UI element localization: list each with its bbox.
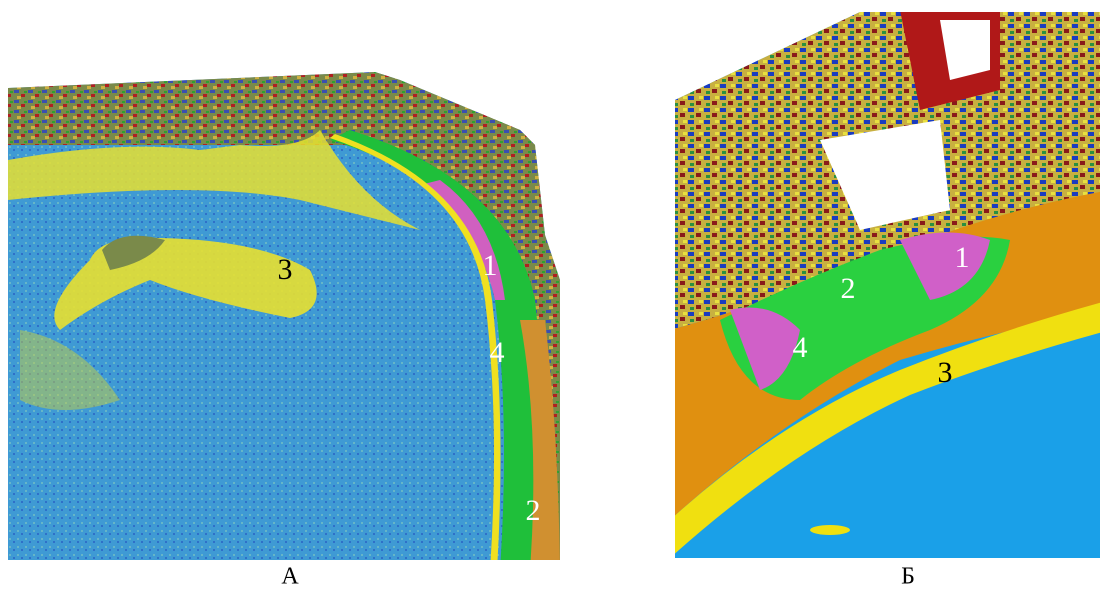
figure: 3 1 4 2 1 2 4 3 А Б — [0, 0, 1108, 590]
panel-b-image — [670, 10, 1108, 570]
panel-a-image — [0, 60, 570, 570]
annotation: 2 — [526, 494, 541, 527]
annotation: 1 — [483, 249, 498, 282]
annotation: 3 — [278, 253, 293, 286]
annotation: 2 — [841, 272, 856, 305]
annotation: 3 — [938, 356, 953, 389]
panel-caption: Б — [901, 564, 915, 590]
panel-caption: А — [281, 564, 299, 590]
annotation: 1 — [955, 241, 970, 274]
annotation: 4 — [490, 336, 505, 369]
annotation: 4 — [793, 331, 808, 364]
